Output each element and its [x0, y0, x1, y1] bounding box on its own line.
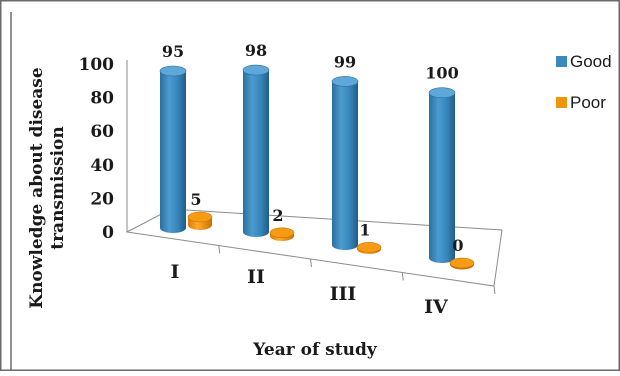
value-label-good: 98 [245, 41, 267, 60]
value-label-poor: 1 [359, 220, 370, 239]
y-tick-label: 0 [102, 223, 114, 243]
bar-good [242, 64, 270, 237]
floor-tick [218, 245, 221, 254]
bar-group: 95 5 98 2 99 1 100 0 [159, 41, 475, 270]
bar-poor [356, 242, 382, 254]
floor-tick [310, 258, 312, 268]
y-axis-title-line-2: transmission [48, 126, 68, 250]
value-label-poor: 0 [452, 236, 463, 255]
y-axis-title-line-1: Knowledge about disease [27, 67, 47, 309]
floor-ticks [218, 245, 496, 295]
x-axis-title: Year of study [252, 340, 378, 360]
category-label: IV [424, 296, 449, 318]
legend-swatch-good [556, 56, 567, 67]
value-label-good: 95 [162, 42, 184, 61]
legend: Good Poor [556, 52, 612, 112]
y-tick-label: 20 [90, 189, 114, 209]
floor-tick [401, 272, 404, 281]
category-label: I [171, 261, 180, 283]
y-tick-labels: 0 20 40 60 80 100 [79, 55, 115, 243]
value-label-good: 100 [425, 64, 458, 83]
bar-good [159, 65, 187, 233]
category-label: III [330, 283, 357, 305]
legend-swatch-poor [556, 97, 567, 108]
bar-poor [269, 227, 295, 241]
y-tick-label: 80 [90, 89, 114, 109]
y-tick-label: 100 [79, 55, 115, 75]
bar-poor [187, 211, 213, 230]
bar-poor [449, 257, 475, 270]
floor-tick [493, 285, 496, 295]
value-label-poor: 5 [190, 190, 201, 209]
value-label-good: 99 [334, 52, 356, 71]
y-tick-label: 60 [90, 122, 114, 142]
legend-label-good: Good [570, 52, 612, 71]
value-label-poor: 2 [272, 206, 283, 225]
category-label: II [247, 266, 265, 288]
bar-good [331, 76, 359, 251]
legend-label-poor: Poor [570, 93, 606, 112]
y-tick-label: 40 [90, 156, 114, 176]
chart-floor [125, 208, 503, 287]
bar-good [428, 87, 456, 263]
